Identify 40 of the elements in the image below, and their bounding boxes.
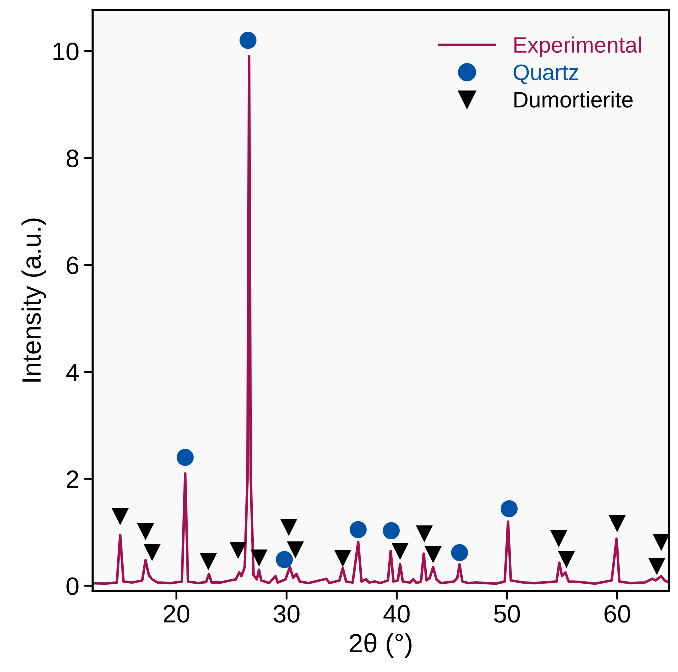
point — [250, 550, 268, 567]
point — [276, 551, 294, 568]
point — [648, 558, 666, 576]
point — [144, 544, 161, 562]
legend-label: Quartz — [514, 64, 578, 84]
point — [230, 542, 247, 560]
point — [280, 519, 298, 536]
point — [652, 534, 670, 552]
x-tick-label: 60 — [604, 605, 630, 623]
point — [392, 543, 409, 560]
x-tick-label: 50 — [494, 605, 520, 623]
point — [334, 550, 352, 568]
y-tick-label: 2 — [67, 470, 78, 488]
x-tick-label: 40 — [384, 605, 410, 623]
point — [424, 546, 442, 564]
point — [350, 521, 367, 538]
x-tick-label: 30 — [274, 605, 300, 623]
point — [558, 551, 576, 568]
y-tick-label: 8 — [66, 150, 79, 168]
point — [240, 32, 257, 50]
x-tick-label: 20 — [164, 605, 190, 623]
point — [416, 526, 434, 543]
point — [608, 515, 626, 532]
y-tick-label: 4 — [66, 364, 79, 382]
point — [451, 544, 468, 562]
y-tick-label: 0 — [66, 578, 79, 596]
legend-label: Dumortierite — [514, 92, 633, 108]
point — [383, 522, 400, 540]
y-axis-title: Intensity (a.u.) — [22, 218, 46, 382]
x-axis-title: 2θ (°) — [350, 633, 412, 658]
y-tick-label: 10 — [54, 42, 79, 61]
point — [550, 530, 568, 548]
legend-label: Experimental — [514, 36, 642, 58]
point — [176, 449, 194, 466]
point — [200, 553, 218, 570]
point — [287, 542, 304, 559]
point — [137, 523, 154, 541]
point — [500, 500, 518, 518]
y-tick-label: 6 — [67, 256, 79, 274]
point — [112, 508, 129, 526]
